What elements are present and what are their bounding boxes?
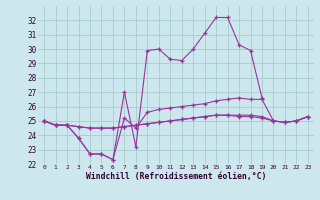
X-axis label: Windchill (Refroidissement éolien,°C): Windchill (Refroidissement éolien,°C) xyxy=(86,172,266,181)
